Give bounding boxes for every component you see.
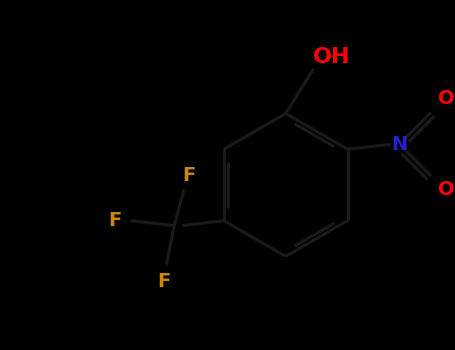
Text: N: N — [391, 135, 407, 154]
Text: O: O — [439, 89, 455, 108]
Text: F: F — [182, 167, 196, 186]
Text: F: F — [158, 272, 171, 290]
Text: F: F — [108, 211, 121, 230]
Text: OH: OH — [313, 47, 350, 67]
Text: O: O — [439, 180, 455, 199]
